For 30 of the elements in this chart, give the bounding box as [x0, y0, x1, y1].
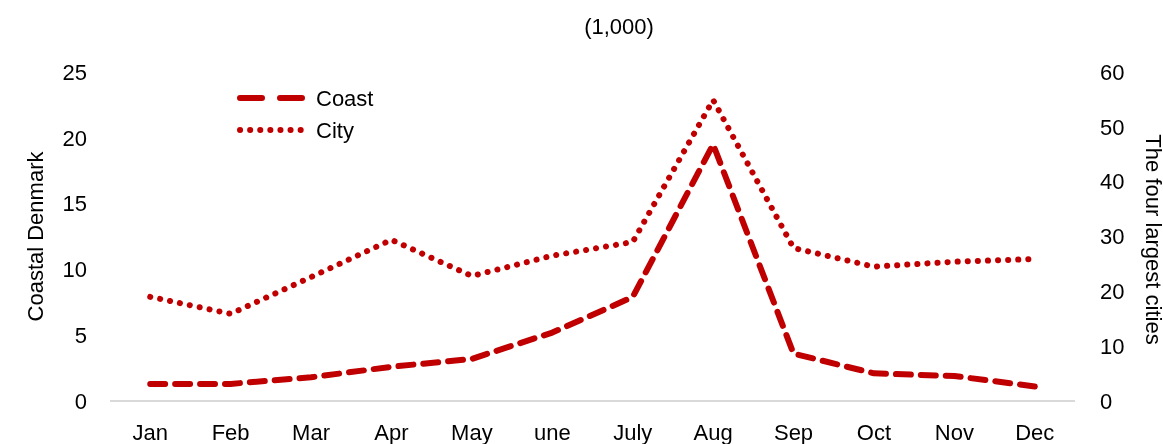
x-tick-label: May: [451, 420, 493, 444]
y2-tick-label: 0: [1100, 388, 1113, 414]
x-tick-label: Aug: [693, 420, 733, 444]
x-tick-label: Nov: [934, 420, 974, 444]
legend-label: Coast: [316, 85, 374, 111]
x-tick-label: Dec: [1015, 420, 1055, 444]
y2-axis-title: The four largest cities: [1141, 134, 1163, 345]
y2-tick-label: 30: [1100, 224, 1125, 250]
x-tick-label: Mar: [292, 420, 330, 444]
y-tick-label: 0: [74, 388, 87, 414]
y-tick-label: 10: [62, 257, 87, 283]
y-tick-label: 5: [74, 322, 87, 348]
x-tick-label: July: [613, 420, 653, 444]
y2-tick-label: 20: [1100, 279, 1125, 305]
y-tick-label: 25: [62, 59, 87, 85]
chart-subtitle: (1,000): [584, 14, 654, 39]
y-tick-label: 15: [62, 191, 87, 217]
y-axis-title: Coastal Denmark: [23, 150, 48, 322]
x-tick-label: Jan: [132, 420, 168, 444]
y2-tick-label: 50: [1100, 114, 1125, 140]
y2-tick-label: 10: [1100, 333, 1125, 359]
y2-tick-label: 60: [1100, 59, 1125, 85]
legend-label: City: [316, 117, 354, 143]
x-tick-label: Sep: [773, 420, 814, 444]
x-tick-label: une: [533, 420, 571, 444]
y-tick-label: 20: [62, 125, 87, 151]
x-tick-label: Feb: [211, 420, 250, 444]
x-tick-label: Apr: [374, 420, 409, 444]
y2-tick-label: 40: [1100, 169, 1125, 195]
x-tick-label: Oct: [856, 420, 892, 444]
